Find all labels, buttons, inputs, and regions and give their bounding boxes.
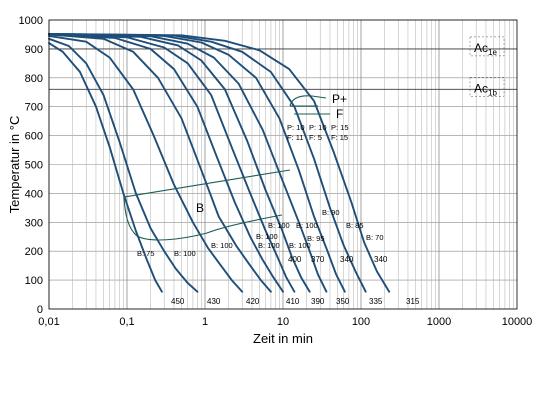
annotation-pearlite-ferrite: F: 5 [309, 133, 322, 142]
annotation-bainite: B: 100 [258, 241, 280, 250]
cooling-curve [48, 32, 367, 293]
y-tick-label: 500 [25, 160, 43, 172]
annotation-bainite: B: 100 [211, 241, 233, 250]
hardness-label: 410 [286, 297, 300, 306]
cooling-curve [48, 37, 199, 293]
y-tick-label: 1000 [19, 15, 43, 27]
annotation-bainite: B: 85 [346, 221, 364, 230]
annotation-bainite: B: 100 [289, 241, 311, 250]
hardness-label: 335 [369, 297, 383, 306]
cooling-curve [48, 34, 244, 293]
x-tick-label: 1000 [427, 316, 451, 328]
y-tick-label: 700 [25, 102, 43, 114]
x-tick-label: 1 [202, 316, 208, 328]
reference-lines: Ac1e Ac1b [49, 36, 517, 97]
y-tick-label: 100 [25, 275, 43, 287]
ref-label-ac1b: Ac1b [474, 81, 497, 97]
annotation-pearlite-ferrite: F: 11 [287, 133, 304, 142]
x-tick-label: 10000 [502, 316, 533, 328]
region-label-bainite: B [196, 201, 204, 215]
region-label-pearlite: P+ [332, 92, 347, 106]
cooling-curve [48, 42, 163, 293]
ref-label-box [469, 77, 505, 97]
bainite-boundary [123, 169, 291, 241]
hardness-label: 450 [171, 297, 185, 306]
x-tick-label: 10 [277, 316, 289, 328]
annotation-bainite: B: 70 [366, 233, 384, 242]
hardness-label: 430 [207, 297, 221, 306]
annotation-bainite: B: 100 [296, 221, 318, 230]
plot-frame [48, 19, 518, 310]
ref-label-ac1e: Ac1e [474, 41, 497, 57]
cooling-curve [48, 32, 311, 293]
pearlite-ferrite-boundary [289, 95, 330, 115]
y-axis-title: Temperatur in °C [7, 116, 22, 214]
cooling-curve [48, 32, 346, 293]
cooling-curve [48, 32, 328, 293]
region-label-ferrite: F [336, 107, 343, 121]
tick-labels: 0 100 200 300 400 500 600 700 800 900 1000 0,01 0,1 1… [19, 15, 533, 328]
hardness-label: 315 [406, 297, 420, 306]
x-tick-label: 0,1 [119, 316, 134, 328]
annotation-bainite: B: 75 [137, 249, 155, 258]
cooling-curve [48, 33, 272, 293]
y-tick-label: 400 [25, 188, 43, 200]
cooling-curve [48, 33, 284, 293]
y-tick-label: 0 [37, 304, 43, 316]
annotation-pearlite-ferrite: P: 10 [309, 123, 327, 132]
annotation-bainite: B: 95 [307, 234, 325, 243]
y-tick-label: 800 [25, 73, 43, 85]
transformation-boundaries [123, 95, 330, 241]
cooling-curves [48, 32, 391, 293]
ref-label-box [469, 36, 505, 57]
hardness-label: 340 [374, 255, 388, 264]
hardness-label: 420 [246, 297, 260, 306]
annotation-bainite: B: 100 [174, 249, 196, 258]
hardness-label: 390 [311, 297, 325, 306]
x-tick-label: 0,01 [38, 316, 59, 328]
cooling-curve [48, 32, 296, 293]
annotation-pearlite-ferrite: F: 15 [331, 133, 348, 142]
annotation-pearlite-ferrite: P: 15 [331, 123, 349, 132]
x-tick-label: 100 [352, 316, 370, 328]
cooling-curve [48, 32, 391, 293]
y-tick-label: 900 [25, 44, 43, 56]
hardness-label: 370 [311, 255, 325, 264]
annotation-bainite: B: 100 [268, 221, 290, 230]
annotation-bainite: B: 100 [256, 232, 278, 241]
y-tick-label: 600 [25, 131, 43, 143]
y-tick-label: 200 [25, 246, 43, 258]
y-tick-label: 300 [25, 217, 43, 229]
annotation-bainite: B: 90 [322, 208, 340, 217]
hardness-label: 350 [336, 297, 350, 306]
x-axis-title: Zeit in min [253, 331, 313, 346]
annotation-pearlite-ferrite: P: 10 [287, 123, 305, 132]
hardness-label: 340 [340, 255, 354, 264]
grid [48, 19, 517, 310]
hardness-label: 400 [288, 255, 302, 264]
